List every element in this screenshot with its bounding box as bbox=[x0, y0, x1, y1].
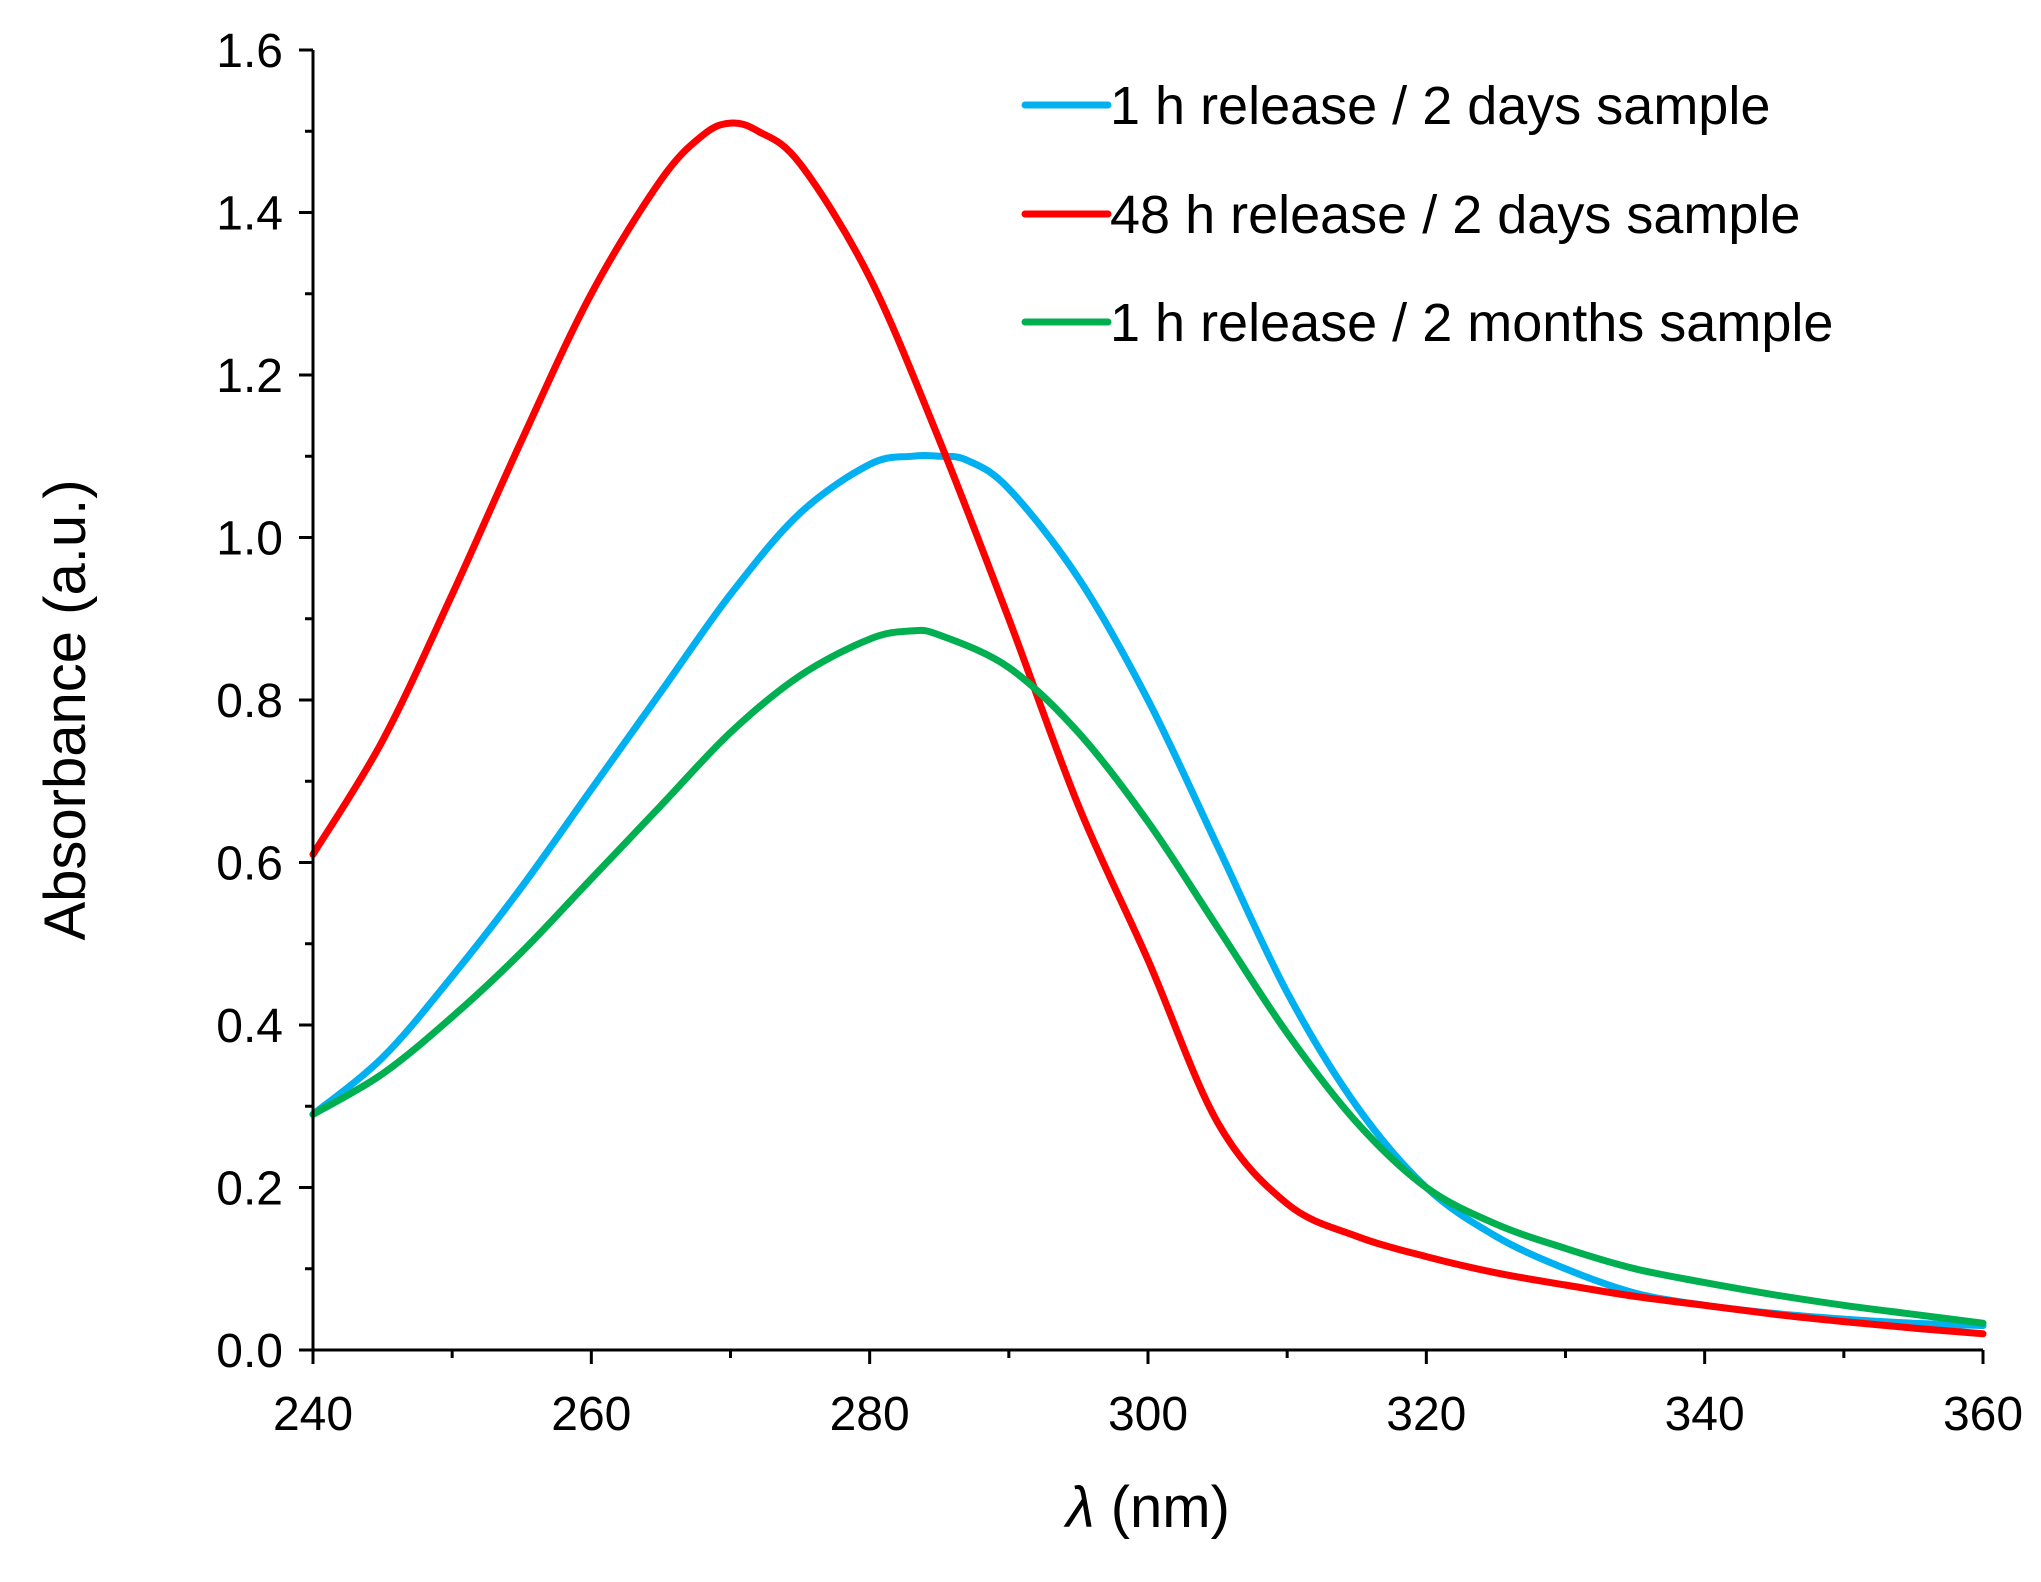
x-tick-label: 320 bbox=[1386, 1388, 1466, 1441]
y-tick-label: 0.2 bbox=[216, 1163, 283, 1216]
y-tick-label: 1.0 bbox=[216, 513, 283, 566]
y-axis-title: Absorbance (a.u.) bbox=[33, 479, 98, 940]
y-tick-label: 0.8 bbox=[216, 675, 283, 728]
x-tick-label: 360 bbox=[1943, 1388, 2023, 1441]
ticks-layer: 0.0 0.2 0.4 0.6 0.8 1.0 1.2 1.4 1.6 240 260 280 300 3… bbox=[216, 25, 2023, 1441]
y-tick-label: 0.6 bbox=[216, 838, 283, 891]
x-tick-label: 300 bbox=[1108, 1388, 1188, 1441]
legend: 1 h release / 2 days sample 48 h release … bbox=[1021, 76, 1833, 353]
x-tick-label: 240 bbox=[273, 1388, 353, 1441]
x-tick-label: 280 bbox=[830, 1388, 910, 1441]
y-tick-label: 1.6 bbox=[216, 25, 283, 78]
y-tick-label: 1.4 bbox=[216, 188, 283, 241]
y-tick-label: 1.2 bbox=[216, 350, 283, 403]
legend-label-1: 1 h release / 2 days sample bbox=[1110, 76, 1770, 136]
x-axis-title-unit: (nm) bbox=[1095, 1475, 1230, 1540]
y-tick-label: 0.4 bbox=[216, 1000, 283, 1053]
x-axis-title: λ (nm) bbox=[1063, 1475, 1230, 1540]
series-line-1 bbox=[309, 452, 1987, 1330]
legend-label-3: 1 h release / 2 months sample bbox=[1110, 293, 1833, 353]
x-tick-label: 260 bbox=[551, 1388, 631, 1441]
x-tick-label: 340 bbox=[1665, 1388, 1745, 1441]
series-layer bbox=[309, 119, 1987, 1338]
series-line-3 bbox=[309, 626, 1987, 1327]
x-axis-title-symbol: λ bbox=[1063, 1475, 1095, 1540]
y-tick-label: 0.0 bbox=[216, 1325, 283, 1378]
legend-label-2: 48 h release / 2 days sample bbox=[1110, 185, 1800, 245]
